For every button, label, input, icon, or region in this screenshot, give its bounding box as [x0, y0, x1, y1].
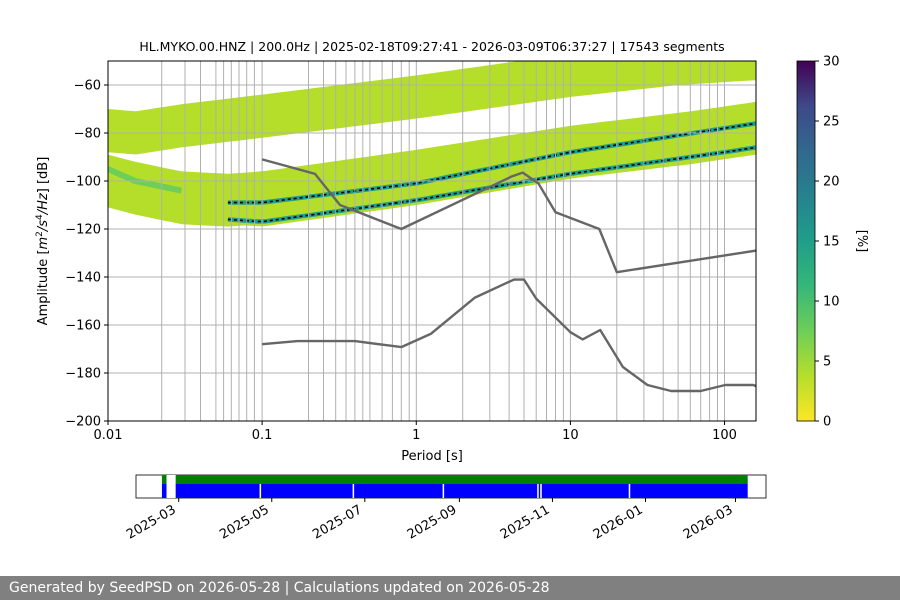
timeline-tick-label-4: 2025-11	[498, 502, 553, 542]
chart-title: HL.MYKO.00.HNZ | 200.0Hz | 2025-02-18T09…	[139, 39, 724, 54]
timeline-coverage-bottom	[161, 484, 748, 498]
noise-models	[261, 158, 756, 393]
timeline-gap-2	[352, 484, 355, 498]
colorbar-tick-label-2: 10	[823, 295, 840, 310]
timeline-tick-label-2: 2025-07	[310, 502, 365, 542]
y-tick-label-6: −180	[65, 367, 101, 382]
timeline-tick-label-0: 2025-03	[124, 502, 179, 542]
x-axis: 0.01 0.1 1 10 100	[94, 421, 737, 443]
colorbar-tick-label-6: 30	[823, 55, 840, 70]
colorbar-tick-label-3: 15	[823, 235, 840, 250]
colorbar: 0 5 10 15 20 25 30 [%]	[796, 55, 869, 430]
timeline-gap-3	[442, 484, 445, 498]
density-band-4	[227, 142, 756, 227]
density-band-5	[108, 159, 182, 201]
y-tick-label-1: −80	[74, 127, 101, 142]
y-tick-label-5: −160	[65, 319, 101, 334]
x-tick-label-1: 0.1	[252, 428, 273, 443]
timeline-ticks: 2025-03 2025-05 2025-07 2025-09 2025-11 2026-…	[124, 498, 736, 543]
colorbar-label: [%]	[854, 230, 869, 253]
timeline-tick-label-6: 2026-03	[681, 502, 736, 542]
y-tick-label-7: −200	[65, 415, 101, 430]
timeline-gap-4	[537, 484, 539, 498]
y-axis: −60 −80 −100 −120 −140 −160 −180 −200	[65, 79, 108, 430]
high-noise-model	[261, 158, 756, 274]
timeline-gap-0	[166, 475, 176, 498]
timeline-gap-6	[628, 484, 631, 498]
x-tick-label-2: 1	[412, 428, 420, 443]
colorbar-ticks: 0 5 10 15 20 25 30	[815, 55, 840, 430]
colorbar-tick-label-5: 25	[823, 115, 840, 130]
x-tick-label-3: 10	[562, 428, 579, 443]
plot-area: 0.01 0.1 1 10 100 −60 −80 −100 −120 −140 −160 −180…	[65, 60, 757, 443]
density-band-3	[227, 118, 756, 208]
colorbar-tick-label-0: 0	[823, 415, 831, 430]
timeline-tick-label-1: 2025-05	[217, 502, 272, 542]
density-band-core-5	[108, 166, 183, 194]
y-tick-label-3: −120	[65, 223, 101, 238]
grid-lines	[108, 61, 756, 421]
footer-text: Generated by SeedPSD on 2026-05-28 | Cal…	[9, 580, 550, 596]
y-tick-label-0: −60	[74, 79, 101, 94]
colorbar-tick-label-4: 20	[823, 175, 840, 190]
timeline-tick-label-5: 2026-01	[591, 502, 646, 542]
x-tick-label-4: 100	[712, 428, 737, 443]
y-tick-label-2: −100	[65, 175, 101, 190]
x-tick-label-0: 0.01	[94, 428, 123, 443]
timeline-gap-5	[540, 484, 542, 498]
y-axis-label: Amplitude [m2/s4/Hz] [dB]	[35, 157, 51, 326]
low-noise-model	[261, 278, 756, 393]
density-band-1	[108, 61, 756, 155]
timeline-gap-1	[259, 484, 262, 498]
x-axis-label: Period [s]	[401, 449, 463, 464]
data-availability-timeline: 2025-03 2025-05 2025-07 2025-09 2025-11 2026-…	[124, 474, 767, 543]
footer: Generated by SeedPSD on 2026-05-28 | Cal…	[0, 576, 900, 600]
density-band-peak-4	[227, 146, 756, 223]
timeline-bars	[161, 475, 748, 498]
colorbar-tick-label-1: 5	[823, 355, 831, 370]
plot-frame	[107, 60, 757, 422]
timeline-coverage-top	[161, 475, 748, 484]
timeline-tick-label-3: 2025-09	[405, 502, 460, 542]
density-band-peak-3	[227, 122, 756, 204]
y-tick-label-4: −140	[65, 271, 101, 286]
colorbar-gradient	[796, 60, 816, 422]
